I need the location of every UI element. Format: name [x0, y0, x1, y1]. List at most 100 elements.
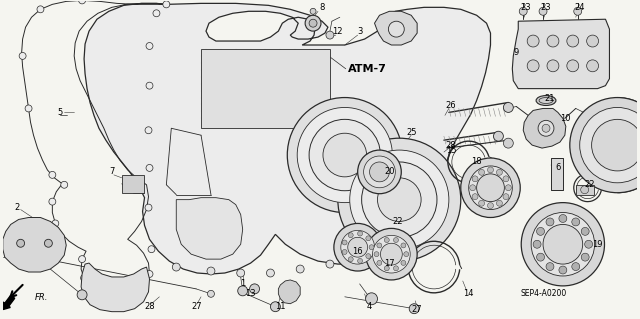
Text: 19: 19 — [592, 240, 603, 249]
Circle shape — [533, 240, 541, 248]
Circle shape — [207, 290, 214, 297]
Circle shape — [138, 290, 145, 297]
Circle shape — [163, 1, 170, 8]
Circle shape — [365, 293, 378, 305]
Polygon shape — [278, 280, 300, 304]
Circle shape — [591, 119, 640, 171]
Circle shape — [349, 150, 449, 249]
Circle shape — [377, 243, 382, 248]
Circle shape — [585, 240, 593, 248]
Text: 22: 22 — [584, 180, 595, 189]
Circle shape — [334, 223, 381, 271]
Text: SEP4-A0200: SEP4-A0200 — [520, 289, 566, 298]
Circle shape — [362, 162, 437, 237]
Text: 14: 14 — [463, 289, 474, 298]
Circle shape — [326, 31, 334, 39]
Circle shape — [358, 150, 401, 194]
Circle shape — [531, 212, 595, 276]
Circle shape — [366, 254, 371, 259]
Circle shape — [52, 220, 59, 227]
Circle shape — [461, 158, 520, 218]
Text: FR.: FR. — [35, 293, 48, 302]
Circle shape — [580, 186, 589, 194]
Circle shape — [504, 102, 513, 112]
Text: 8: 8 — [319, 3, 324, 12]
Text: 6: 6 — [556, 163, 561, 173]
Text: 20: 20 — [384, 167, 395, 176]
Circle shape — [587, 35, 598, 47]
Circle shape — [409, 304, 419, 314]
Circle shape — [342, 249, 347, 255]
Circle shape — [394, 266, 399, 271]
Circle shape — [37, 6, 44, 13]
Circle shape — [297, 108, 392, 203]
Circle shape — [25, 105, 32, 112]
Ellipse shape — [536, 96, 556, 106]
Circle shape — [44, 239, 52, 247]
Text: 13: 13 — [245, 289, 256, 298]
Bar — [576, 185, 593, 195]
Circle shape — [479, 169, 484, 175]
Text: 22: 22 — [392, 217, 403, 226]
Circle shape — [348, 233, 353, 238]
Text: ATM-7: ATM-7 — [348, 64, 387, 74]
Circle shape — [310, 8, 316, 14]
Circle shape — [543, 225, 582, 264]
Polygon shape — [81, 263, 150, 312]
Circle shape — [351, 253, 358, 261]
Circle shape — [79, 0, 86, 4]
Circle shape — [380, 243, 403, 265]
Circle shape — [369, 245, 374, 250]
Circle shape — [81, 274, 88, 281]
Circle shape — [384, 266, 389, 271]
Circle shape — [237, 286, 248, 296]
Circle shape — [572, 263, 580, 271]
Circle shape — [567, 60, 579, 72]
Circle shape — [542, 124, 550, 132]
Circle shape — [305, 15, 321, 31]
Circle shape — [506, 185, 511, 191]
Polygon shape — [176, 198, 243, 259]
Circle shape — [384, 238, 389, 242]
Circle shape — [559, 266, 567, 274]
Polygon shape — [524, 108, 566, 148]
Circle shape — [342, 240, 347, 245]
Circle shape — [146, 165, 153, 171]
Circle shape — [369, 162, 389, 182]
Circle shape — [519, 7, 527, 15]
Circle shape — [580, 108, 640, 183]
Circle shape — [527, 60, 539, 72]
Circle shape — [348, 237, 367, 257]
Circle shape — [572, 218, 580, 226]
Circle shape — [547, 35, 559, 47]
Text: 17: 17 — [384, 259, 395, 268]
Circle shape — [401, 260, 406, 265]
Circle shape — [497, 169, 502, 175]
Circle shape — [547, 60, 559, 72]
Circle shape — [309, 119, 380, 191]
Circle shape — [207, 267, 215, 275]
Bar — [551, 158, 563, 190]
Circle shape — [468, 166, 512, 210]
Circle shape — [364, 156, 396, 188]
Text: 27: 27 — [412, 305, 422, 314]
Circle shape — [479, 200, 484, 206]
Text: 16: 16 — [353, 247, 363, 256]
Text: 23: 23 — [541, 3, 551, 12]
Circle shape — [77, 290, 87, 300]
Text: 28: 28 — [445, 141, 456, 150]
Bar — [122, 175, 143, 193]
Circle shape — [567, 35, 579, 47]
Polygon shape — [374, 11, 417, 45]
Circle shape — [79, 256, 86, 263]
Text: 15: 15 — [445, 145, 456, 155]
Circle shape — [95, 288, 102, 295]
Circle shape — [146, 82, 153, 89]
Circle shape — [574, 7, 582, 15]
Ellipse shape — [539, 98, 553, 103]
Circle shape — [296, 265, 304, 273]
Circle shape — [237, 269, 244, 277]
Circle shape — [581, 253, 589, 261]
Circle shape — [503, 176, 509, 182]
Circle shape — [377, 260, 382, 265]
